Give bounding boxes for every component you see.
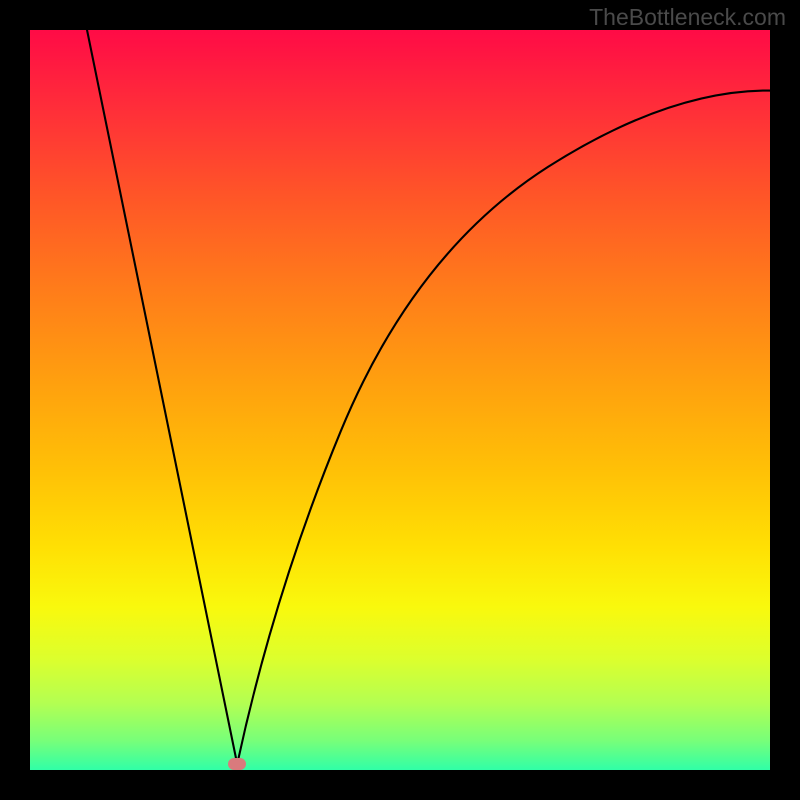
plot-area [30, 30, 770, 770]
bottleneck-curve [86, 23, 778, 764]
chart-container: TheBottleneck.com [0, 0, 800, 800]
watermark-text: TheBottleneck.com [589, 4, 786, 31]
curve-layer [30, 30, 770, 770]
vertex-marker [228, 758, 246, 770]
